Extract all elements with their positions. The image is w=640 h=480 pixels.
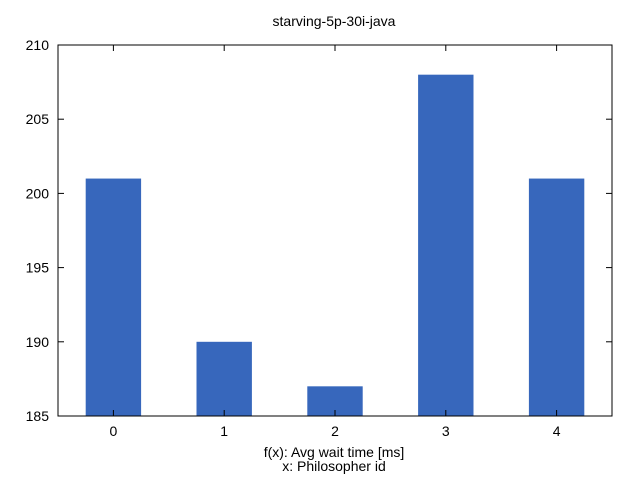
bars-group xyxy=(85,74,585,417)
x-axis-label-line-2: x: Philosopher id xyxy=(282,458,386,474)
y-tick-label: 205 xyxy=(26,111,50,127)
bar-0 xyxy=(85,178,142,416)
x-tick-label: 3 xyxy=(442,423,450,439)
bar-1 xyxy=(196,341,252,416)
y-axis: 185 190 195 200 205 210 xyxy=(26,37,612,424)
y-tick-label: 195 xyxy=(26,260,50,276)
bar-3 xyxy=(418,74,474,417)
y-tick-label: 210 xyxy=(26,37,50,53)
bar-4 xyxy=(528,178,585,416)
x-tick-label: 2 xyxy=(331,423,339,439)
x-tick-label: 4 xyxy=(553,423,561,439)
x-tick-label: 1 xyxy=(220,423,228,439)
x-axis: 0 1 2 3 4 xyxy=(110,45,561,439)
y-tick-label: 185 xyxy=(26,408,50,424)
y-tick-label: 200 xyxy=(26,185,50,201)
x-axis-label-line-1: f(x): Avg wait time [ms] xyxy=(264,444,405,460)
chart-title: starving-5p-30i-java xyxy=(273,13,396,29)
x-tick-label: 0 xyxy=(110,423,118,439)
y-tick-label: 190 xyxy=(26,334,50,350)
